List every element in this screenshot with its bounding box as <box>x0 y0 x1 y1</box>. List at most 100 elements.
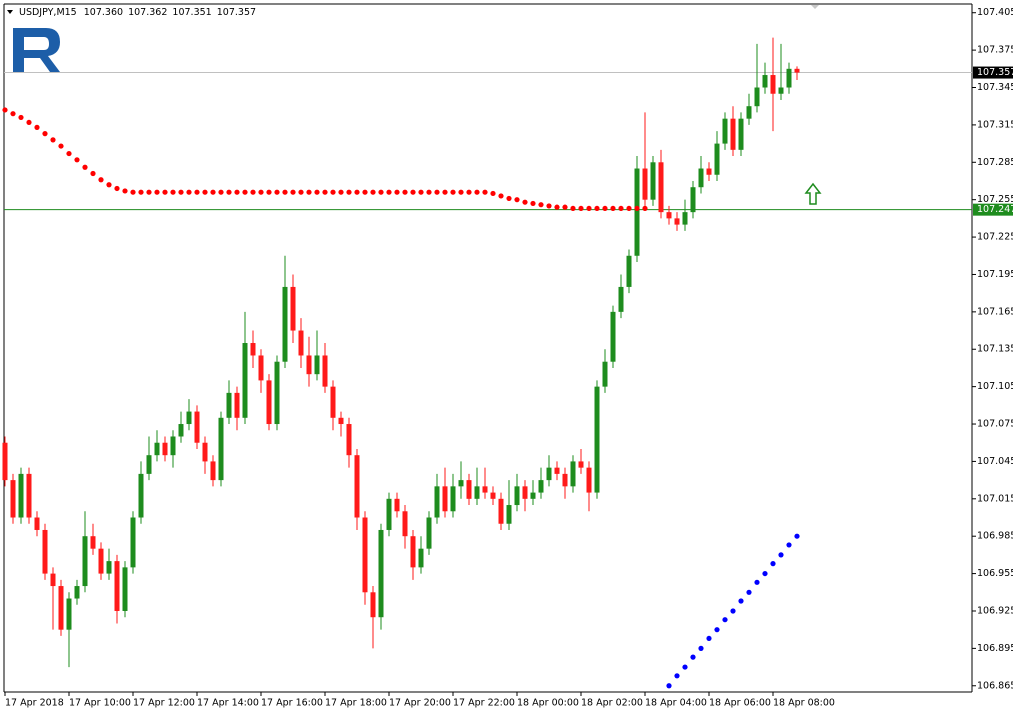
candle-body <box>242 343 248 418</box>
x-tick-label: 17 Apr 10:00 <box>69 698 131 709</box>
candle-body <box>314 355 320 375</box>
buy-arrow <box>804 182 822 205</box>
candle-body <box>266 380 272 425</box>
indicator-dot <box>226 189 232 195</box>
x-tick-label: 17 Apr 14:00 <box>197 698 259 709</box>
indicator-dot <box>426 189 432 195</box>
candle-body <box>114 561 120 611</box>
candle-body <box>426 517 432 549</box>
candle-body <box>274 361 280 425</box>
indicator-dot <box>514 197 520 203</box>
candle-body <box>186 411 192 425</box>
indicator-dot <box>82 164 88 170</box>
indicator-dot <box>506 195 512 202</box>
indicator-dot <box>538 202 544 208</box>
candle-body <box>170 436 176 456</box>
candle-body <box>794 68 800 73</box>
candle-body <box>226 392 232 418</box>
indicator-dot <box>74 157 80 163</box>
candle-body <box>306 355 312 375</box>
candle-body <box>378 529 384 618</box>
indicator-dot <box>202 189 208 195</box>
indicator-dot <box>530 200 536 207</box>
indicator-dot <box>242 189 248 195</box>
indicator-dot <box>18 114 24 121</box>
candle-body <box>18 473 24 518</box>
candle-body <box>538 480 544 493</box>
indicator-dot <box>178 189 184 195</box>
indicator-dot <box>466 189 472 195</box>
candle-body <box>202 442 208 462</box>
x-tick-label: 17 Apr 20:00 <box>389 698 451 709</box>
y-tick-label: 107.015 <box>977 493 1013 504</box>
y-tick-label: 106.955 <box>977 568 1013 579</box>
indicator-dot <box>450 189 456 195</box>
candle-body <box>82 536 88 587</box>
candle-body <box>578 461 584 468</box>
symbol: USDJPY,M15 <box>19 7 77 18</box>
x-tick-label: 18 Apr 06:00 <box>709 698 771 709</box>
indicator-dot <box>66 150 72 157</box>
indicator-dot <box>386 189 392 195</box>
candle-body <box>626 255 632 287</box>
candle-body <box>210 461 216 481</box>
indicator-dot <box>162 189 168 195</box>
indicator-dot <box>762 570 768 577</box>
header-arrow <box>7 10 13 14</box>
indicator-dot <box>34 124 40 130</box>
indicator-dot <box>42 131 48 137</box>
candle-body <box>506 505 512 524</box>
y-tick-label: 107.375 <box>977 45 1013 56</box>
candle-body <box>194 411 200 443</box>
indicator-dot <box>290 189 296 195</box>
indicator-dot <box>338 189 344 195</box>
indicator-dot <box>98 177 104 183</box>
indicator-dot <box>634 205 640 212</box>
indicator-dot <box>578 205 584 212</box>
indicator-dot <box>378 189 384 195</box>
candle-body <box>634 168 640 256</box>
high-price: 107.362 <box>128 7 167 18</box>
y-tick-label: 106.985 <box>977 531 1013 542</box>
y-tick-label: 107.105 <box>977 381 1013 392</box>
candle-body <box>58 586 64 630</box>
y-tick-label: 107.045 <box>977 456 1013 467</box>
candle-body <box>418 548 424 568</box>
indicator-dot <box>194 189 200 195</box>
bid-line-label: 107.357 <box>977 67 1013 78</box>
indicator-dot <box>442 189 448 195</box>
indicator-dot <box>434 189 440 195</box>
indicator-dot <box>570 205 576 212</box>
candle-body <box>746 106 752 119</box>
indicator-dot <box>266 189 272 195</box>
candle-body <box>10 480 16 518</box>
y-tick-label: 107.405 <box>977 7 1013 18</box>
indicator-dot <box>498 193 504 199</box>
candle-body <box>26 473 32 518</box>
y-tick-label: 107.225 <box>977 232 1013 243</box>
indicator-dot <box>610 205 616 212</box>
y-tick-label: 107.285 <box>977 157 1013 168</box>
candle-body <box>642 168 648 200</box>
indicator-dot <box>90 170 96 177</box>
indicator-dot <box>594 205 600 212</box>
candle-body <box>570 461 576 487</box>
close-price: 107.357 <box>217 7 256 18</box>
candle-body <box>34 517 40 530</box>
indicator-dot <box>354 189 360 195</box>
indicator-dot <box>362 189 368 195</box>
candle-body <box>770 75 776 94</box>
indicator-dot <box>122 188 128 194</box>
logo <box>13 28 60 72</box>
candle-body <box>234 392 240 418</box>
y-tick-label: 107.075 <box>977 419 1013 430</box>
indicator-dot <box>322 189 328 195</box>
indicator-dot <box>106 182 112 188</box>
candle-body <box>730 118 736 150</box>
open-price: 107.360 <box>84 7 123 18</box>
indicator-dot <box>794 533 800 539</box>
candle-body <box>66 598 72 630</box>
bid-line-label-box <box>973 66 1013 79</box>
candle-body <box>602 361 608 387</box>
